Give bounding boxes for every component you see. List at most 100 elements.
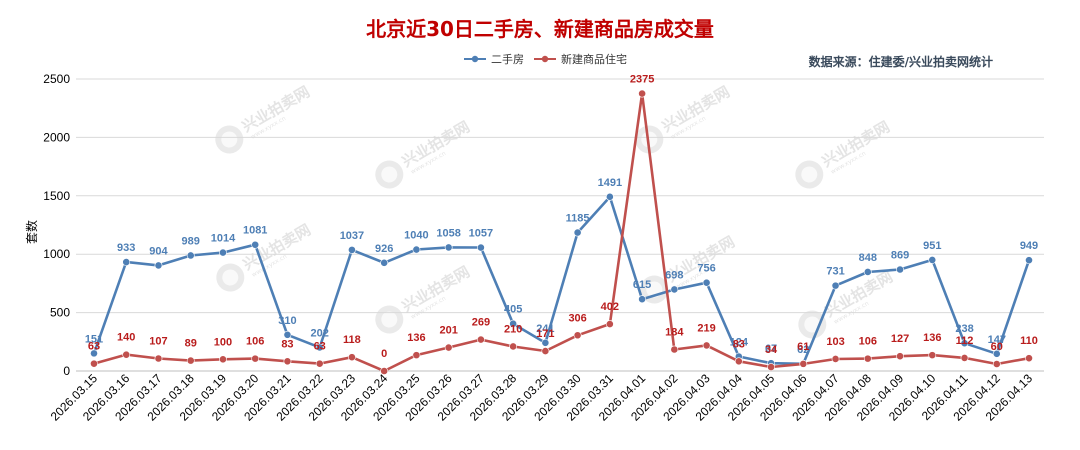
legend: 二手房 新建商品住宅 (464, 52, 627, 66)
data-label: 67 (765, 343, 777, 355)
data-point (1025, 256, 1033, 265)
data-label: 127 (891, 333, 909, 345)
data-label: 210 (504, 323, 522, 335)
watermark-logo-inner (221, 131, 238, 148)
data-label: 848 (859, 252, 877, 264)
data-label: 106 (246, 336, 264, 348)
y-axis-label: 套数 (24, 220, 39, 244)
watermark-logo-inner (641, 131, 658, 148)
data-point (476, 335, 485, 344)
legend-label: 二手房 (491, 52, 524, 66)
data-label: 0 (381, 348, 387, 360)
data-point (283, 330, 292, 339)
data-label: 405 (504, 304, 522, 316)
y-tick-label: 0 (63, 364, 70, 378)
data-source: 数据来源：住建委/兴业拍卖网统计 (809, 54, 993, 69)
data-label: 310 (278, 315, 296, 327)
data-label: 933 (117, 242, 135, 254)
data-label: 1057 (469, 228, 493, 240)
data-label: 62 (797, 344, 809, 356)
data-point (928, 351, 937, 360)
data-point (315, 343, 324, 352)
watermark-text: 兴业拍卖网 (239, 83, 313, 136)
series-layer (90, 89, 1033, 375)
data-point (638, 295, 647, 304)
data-label: 1037 (340, 230, 364, 242)
data-label: 63 (88, 341, 100, 353)
data-label: 1040 (404, 230, 428, 242)
data-label: 147 (988, 334, 1006, 346)
watermark-logo-inner (222, 269, 239, 286)
watermark-text: 兴业拍卖网 (819, 118, 893, 171)
legend-marker-icon (541, 55, 549, 63)
data-point (412, 351, 421, 360)
data-label: 951 (923, 240, 941, 252)
data-point (670, 285, 679, 294)
data-point (960, 354, 969, 362)
watermark-logo-inner (381, 166, 398, 183)
watermark-text: 兴业拍卖网 (659, 83, 733, 136)
data-point (186, 251, 195, 260)
data-label: 61 (797, 341, 809, 353)
data-label: 989 (182, 235, 200, 247)
data-label: 926 (375, 243, 393, 255)
data-point (348, 245, 356, 254)
data-label: 756 (697, 263, 715, 275)
axes: 050010001500200025002026.03.152026.03.16… (43, 72, 1044, 424)
data-label: 1491 (598, 177, 622, 189)
data-label: 140 (117, 332, 135, 344)
data-point (767, 363, 775, 371)
data-point (605, 320, 614, 328)
data-point (799, 359, 808, 368)
watermark-logo-inner (381, 311, 398, 328)
y-tick-label: 2000 (43, 130, 70, 144)
data-label: 238 (955, 323, 973, 335)
legend-item: 新建商品住宅 (534, 52, 627, 66)
watermark-text: 兴业拍卖网 (399, 118, 473, 171)
data-label: 60 (991, 341, 1003, 353)
labels-layer: 151 933 904 989 1014 1081 310 202 1037 926 1040 105… (85, 74, 1038, 360)
data-label: 904 (149, 245, 168, 257)
data-point (896, 352, 904, 361)
data-point (638, 89, 647, 98)
y-tick-label: 1500 (43, 189, 70, 203)
data-point (863, 354, 872, 363)
data-point (702, 341, 711, 350)
data-label: 136 (923, 332, 941, 344)
data-point (154, 261, 163, 270)
watermark-logo-inner (801, 166, 818, 183)
watermark-logo-inner (804, 316, 821, 333)
data-point (605, 192, 614, 201)
data-label: 869 (891, 250, 909, 262)
data-label: 1081 (243, 225, 267, 237)
series-second-hand (90, 192, 1033, 368)
data-label: 949 (1020, 240, 1038, 252)
data-label: 171 (536, 328, 554, 340)
data-label: 83 (281, 338, 293, 350)
data-label: 112 (956, 335, 974, 347)
data-point (315, 359, 324, 368)
data-label: 615 (633, 279, 651, 291)
data-point (348, 353, 356, 362)
data-point (509, 342, 518, 351)
data-point (573, 228, 582, 237)
data-point (90, 349, 98, 358)
data-label: 89 (185, 338, 197, 350)
data-point (122, 350, 131, 359)
chart-title: 北京近30日二手房、新建商品房成交量 (366, 17, 714, 41)
series-line (93, 92, 1030, 373)
data-label: 241 (536, 323, 554, 335)
data-point (412, 245, 421, 254)
data-label: 1058 (436, 227, 460, 239)
data-point (186, 356, 195, 365)
data-point (90, 359, 98, 368)
data-point (863, 268, 872, 276)
data-point (734, 357, 743, 366)
data-point (992, 349, 1001, 358)
data-label: 219 (697, 322, 715, 334)
data-point (219, 248, 227, 257)
data-label: 118 (343, 334, 361, 346)
